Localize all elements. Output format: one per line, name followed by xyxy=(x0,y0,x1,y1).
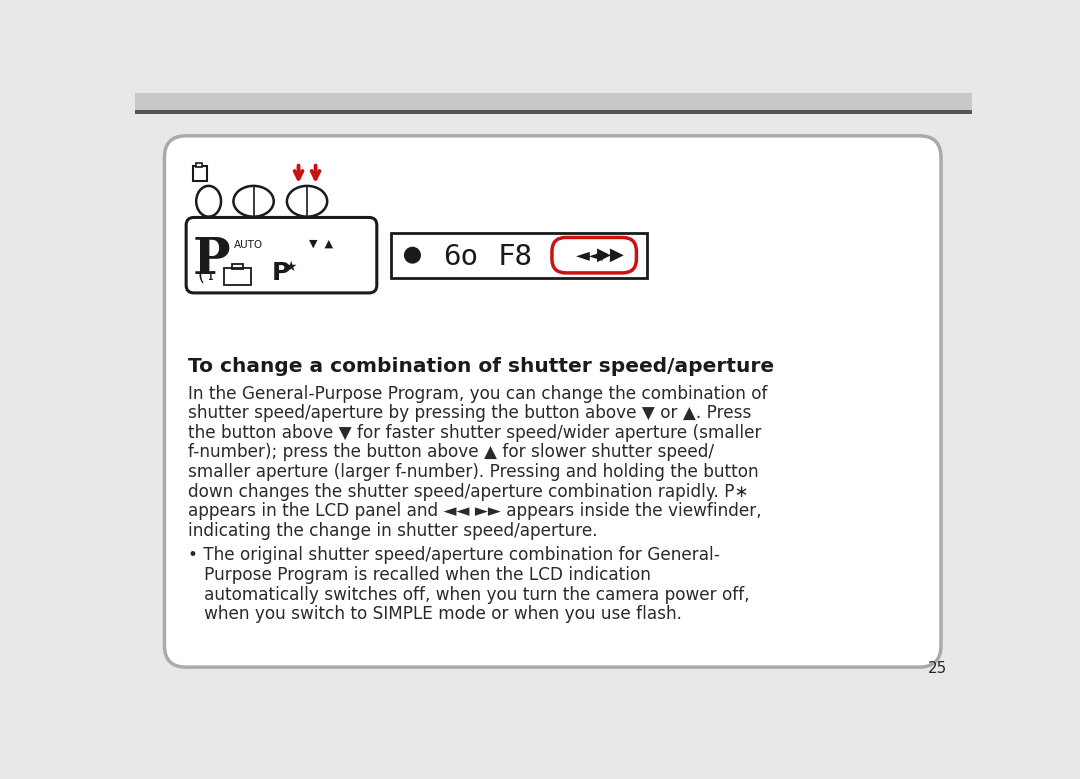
Text: ɾ: ɾ xyxy=(208,269,217,284)
Bar xyxy=(135,111,972,114)
Text: indicating the change in shutter speed/aperture.: indicating the change in shutter speed/a… xyxy=(188,522,597,540)
Text: (: ( xyxy=(198,267,204,285)
Text: shutter speed/aperture by pressing the button above ▼ or ▲. Press: shutter speed/aperture by pressing the b… xyxy=(188,404,751,422)
Bar xyxy=(225,268,252,285)
Text: ▶▶: ▶▶ xyxy=(597,246,625,264)
Text: automatically switches off, when you turn the camera power off,: automatically switches off, when you tur… xyxy=(188,586,750,604)
FancyBboxPatch shape xyxy=(164,136,941,667)
Text: In the General-Purpose Program, you can change the combination of: In the General-Purpose Program, you can … xyxy=(188,385,767,403)
Bar xyxy=(391,233,647,277)
Text: AUTO: AUTO xyxy=(233,240,262,250)
Bar xyxy=(135,93,972,111)
Text: f-number); press the button above ▲ for slower shutter speed/: f-number); press the button above ▲ for … xyxy=(188,443,714,461)
Text: ▼  ▲: ▼ ▲ xyxy=(309,238,333,249)
Text: 6o: 6o xyxy=(443,244,478,272)
Text: the button above ▼ for faster shutter speed/wider aperture (smaller: the button above ▼ for faster shutter sp… xyxy=(188,424,761,442)
Bar xyxy=(197,163,202,167)
Circle shape xyxy=(404,247,421,263)
FancyBboxPatch shape xyxy=(186,217,377,293)
Text: To change a combination of shutter speed/aperture: To change a combination of shutter speed… xyxy=(188,357,774,375)
Text: down changes the shutter speed/aperture combination rapidly. P∗: down changes the shutter speed/aperture … xyxy=(188,483,748,501)
Text: when you switch to SIMPLE mode or when you use flash.: when you switch to SIMPLE mode or when y… xyxy=(188,605,681,623)
Text: P: P xyxy=(192,236,230,285)
Ellipse shape xyxy=(287,186,327,217)
Text: smaller aperture (larger f-number). Pressing and holding the button: smaller aperture (larger f-number). Pres… xyxy=(188,463,758,481)
Text: appears in the LCD panel and ◄◄ ►► appears inside the viewfinder,: appears in the LCD panel and ◄◄ ►► appea… xyxy=(188,502,761,520)
Bar xyxy=(232,263,243,269)
Text: • The original shutter speed/aperture combination for General-: • The original shutter speed/aperture co… xyxy=(188,546,719,564)
Text: P: P xyxy=(271,261,289,285)
Text: 25: 25 xyxy=(928,661,947,676)
Ellipse shape xyxy=(233,186,273,217)
Text: F8: F8 xyxy=(497,244,532,272)
Text: ★: ★ xyxy=(284,259,296,273)
Ellipse shape xyxy=(197,186,221,217)
Text: Purpose Program is recalled when the LCD indication: Purpose Program is recalled when the LCD… xyxy=(188,566,650,584)
FancyBboxPatch shape xyxy=(552,238,636,273)
Text: ◄◄: ◄◄ xyxy=(577,246,604,264)
